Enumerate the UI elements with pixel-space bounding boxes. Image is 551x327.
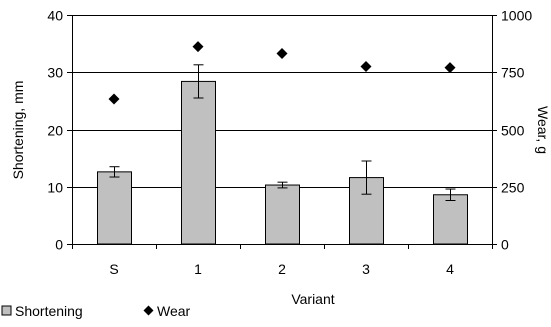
x-axis-label: Variant bbox=[291, 291, 334, 307]
y-right-tick-label: 1000 bbox=[501, 8, 532, 24]
wear-points bbox=[108, 41, 456, 105]
x-tick-label: 2 bbox=[278, 261, 286, 277]
y-right-tick-label: 750 bbox=[501, 65, 525, 81]
y-left-tick-label: 40 bbox=[47, 8, 63, 24]
x-tick-label: 1 bbox=[194, 261, 202, 277]
axes bbox=[67, 15, 497, 249]
tick-labels: 0 10 20 30 40 0 250 500 750 1000 S 1 2 3 4 bbox=[47, 8, 532, 278]
gridlines bbox=[72, 15, 492, 188]
shortening-bar bbox=[181, 80, 216, 245]
y-left-tick-label: 20 bbox=[47, 123, 63, 139]
y-right-tick-label: 500 bbox=[501, 123, 525, 139]
wear-point bbox=[360, 61, 372, 73]
y-left-tick-label: 0 bbox=[55, 237, 63, 253]
y-right-tick-label: 250 bbox=[501, 180, 525, 196]
y-right-axis-label: Wear, g bbox=[535, 106, 551, 154]
wear-point bbox=[192, 41, 204, 53]
y-left-axis-label: Shortening, mm bbox=[10, 81, 26, 180]
x-tick-label: 4 bbox=[446, 261, 454, 277]
x-tick-label: S bbox=[109, 261, 118, 277]
legend-swatch-shortening bbox=[1, 305, 12, 316]
wear-point bbox=[108, 93, 120, 105]
wear-point bbox=[444, 62, 456, 74]
error-bars bbox=[109, 64, 456, 201]
shortening-bar bbox=[433, 194, 468, 245]
legend: Shortening Wear bbox=[1, 303, 191, 319]
y-left-tick-label: 10 bbox=[47, 180, 63, 196]
wear-point bbox=[276, 47, 288, 59]
legend-label-shortening: Shortening bbox=[15, 303, 83, 319]
x-tick-label: 3 bbox=[362, 261, 370, 277]
shortening-bar bbox=[97, 171, 132, 245]
legend-marker-wear bbox=[143, 305, 154, 316]
shortening-bar bbox=[265, 184, 300, 245]
legend-label-wear: Wear bbox=[157, 303, 191, 319]
y-left-tick-label: 30 bbox=[47, 65, 63, 81]
bars bbox=[97, 80, 468, 245]
y-right-tick-label: 0 bbox=[501, 237, 509, 253]
